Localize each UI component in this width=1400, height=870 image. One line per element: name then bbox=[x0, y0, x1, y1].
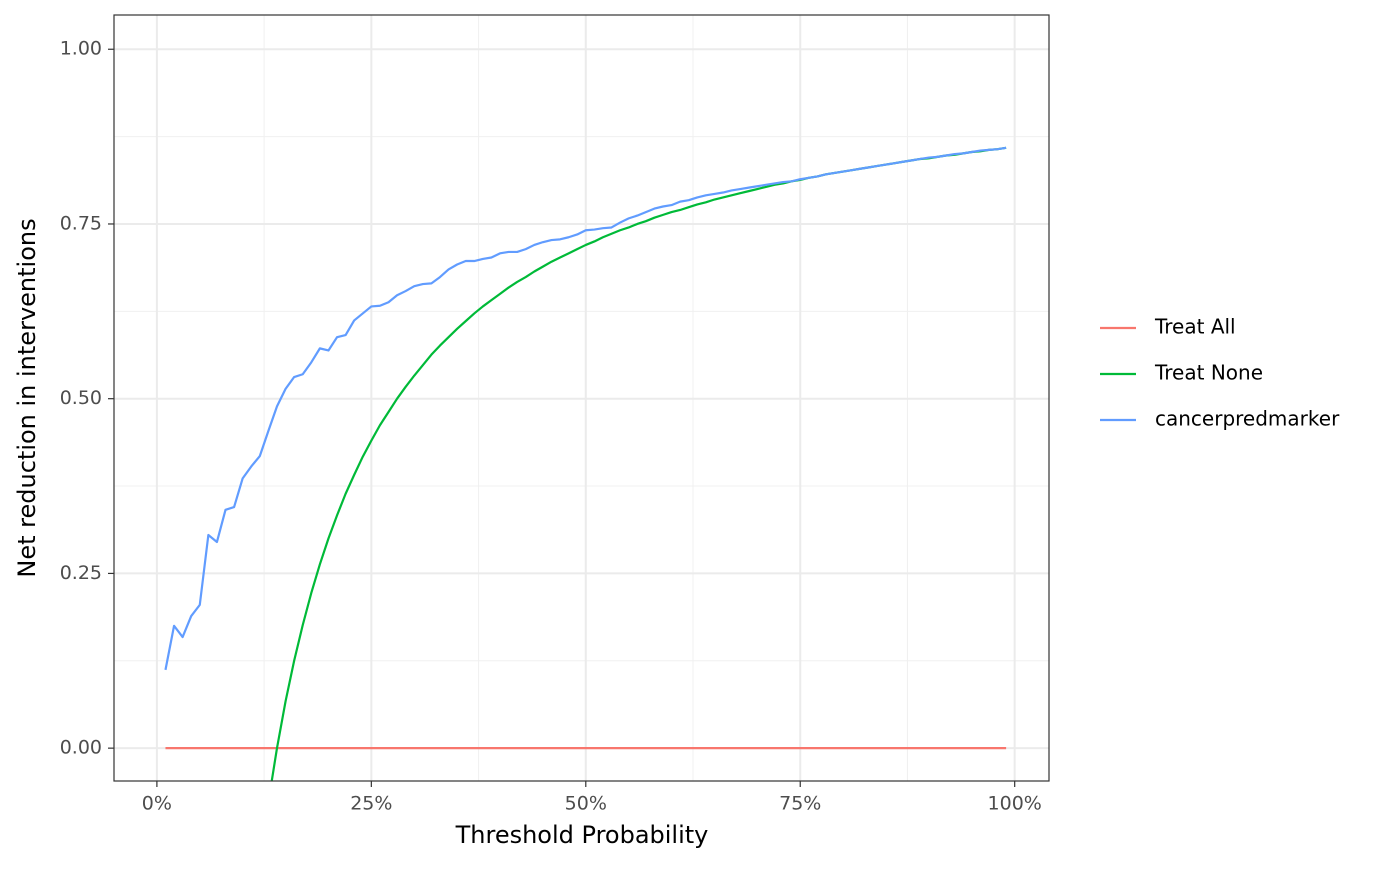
x-tick-label: 25% bbox=[350, 793, 392, 815]
legend-label: cancerpredmarker bbox=[1155, 407, 1340, 431]
y-tick-label: 1.00 bbox=[60, 38, 102, 60]
y-axis-title: Net reduction in interventions bbox=[13, 218, 41, 577]
legend-label: Treat None bbox=[1154, 361, 1263, 385]
axes: 0.00 0.25 0.50 0.75 1.00 0% 25% 50% 75% 100% bbox=[60, 38, 1042, 815]
legend-label: Treat All bbox=[1154, 315, 1236, 339]
y-tick-label: 0.00 bbox=[60, 737, 102, 759]
legend: Treat All Treat None cancerpredmarker bbox=[1100, 315, 1340, 431]
y-tick-label: 0.75 bbox=[60, 212, 102, 234]
series-line bbox=[164, 146, 1007, 671]
y-tick-label: 0.50 bbox=[60, 387, 102, 409]
y-tick-label: 0.25 bbox=[60, 562, 102, 584]
x-tick-label: 50% bbox=[565, 793, 607, 815]
x-tick-label: 0% bbox=[142, 793, 172, 815]
x-tick-label: 100% bbox=[988, 793, 1042, 815]
lines bbox=[164, 146, 1007, 781]
x-axis-title: Threshold Probability bbox=[455, 821, 709, 849]
x-tick-label: 75% bbox=[779, 793, 821, 815]
plot-border bbox=[113, 14, 1050, 782]
